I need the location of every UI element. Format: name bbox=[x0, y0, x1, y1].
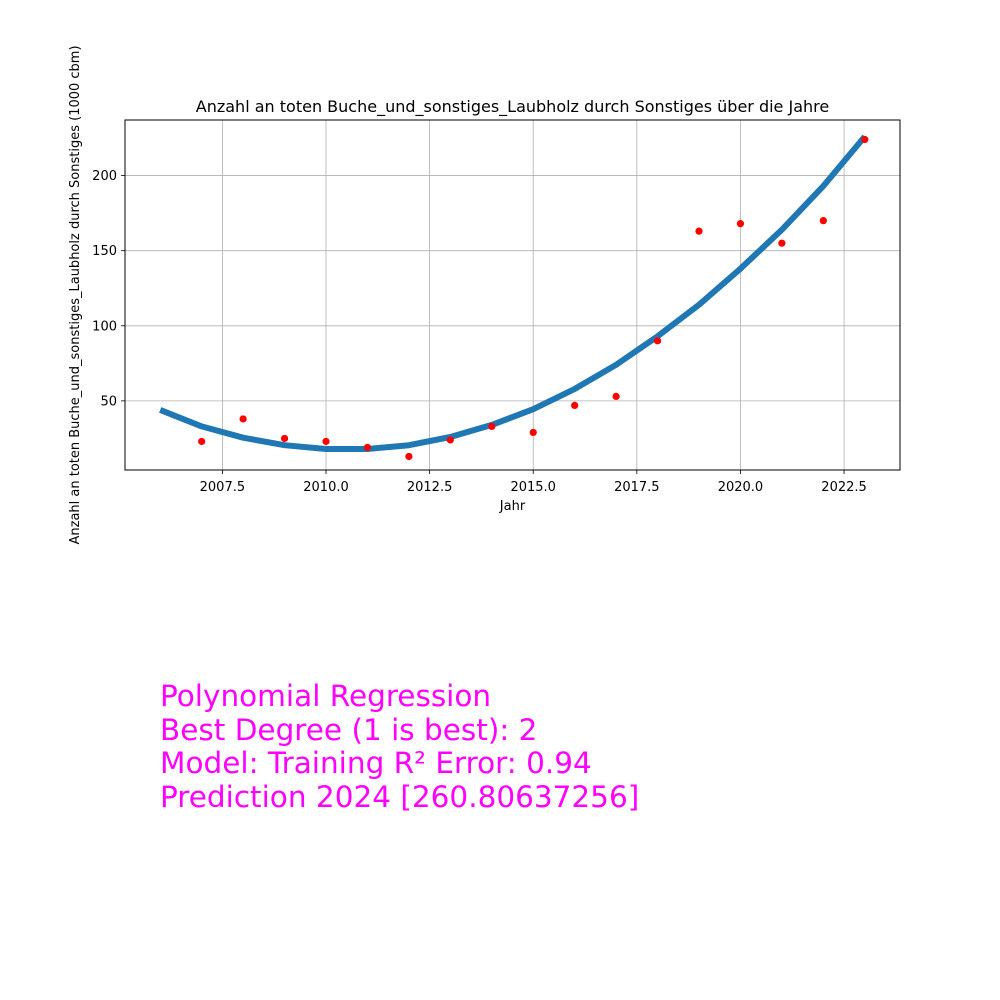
data-point bbox=[198, 437, 206, 446]
y-tick-label: 150 bbox=[92, 244, 117, 259]
summary-method: Polynomial Regression bbox=[160, 679, 492, 713]
data-point bbox=[363, 443, 372, 452]
y-tick-label: 200 bbox=[92, 169, 117, 184]
x-tick-label: 2015.0 bbox=[510, 480, 556, 495]
y-axis-ticks: 50 100 150 200 bbox=[92, 169, 125, 409]
chart-title: Anzahl an toten Buche_und_sonstiges_Laub… bbox=[196, 97, 829, 117]
x-tick-label: 2017.5 bbox=[614, 480, 660, 495]
x-tick-label: 2010.0 bbox=[303, 480, 349, 495]
data-point bbox=[778, 239, 786, 247]
y-tick-label: 100 bbox=[92, 319, 117, 334]
data-point bbox=[446, 436, 454, 444]
summary-best-degree: Best Degree (1 is best): 2 bbox=[160, 712, 538, 747]
grid-lines bbox=[125, 120, 900, 470]
data-point bbox=[239, 415, 247, 423]
data-point bbox=[612, 392, 620, 400]
x-tick-label: 2012.5 bbox=[407, 480, 453, 495]
x-tick-label: 2020.0 bbox=[718, 480, 764, 495]
x-tick-label: 2007.5 bbox=[200, 480, 246, 495]
data-points bbox=[198, 135, 869, 461]
summary-prediction: Prediction 2024 [260.80637256] bbox=[160, 779, 640, 814]
plot-frame bbox=[124, 119, 901, 471]
regression-line-series bbox=[159, 134, 868, 452]
x-axis-ticks: 2007.5 2010.0 2012.5 2015.0 2017.5 2020.0 2022… bbox=[200, 470, 867, 495]
data-point bbox=[653, 337, 662, 345]
data-point bbox=[736, 220, 745, 228]
x-tick-label: 2022.5 bbox=[821, 480, 867, 495]
y-axis-label: Anzahl an toten Buche_und_sonstiges_Laub… bbox=[68, 45, 83, 544]
data-point bbox=[529, 428, 537, 437]
data-point bbox=[322, 437, 330, 446]
regression-line bbox=[159, 134, 868, 452]
data-point bbox=[488, 422, 496, 431]
data-point bbox=[695, 227, 703, 235]
regression-summary: Polynomial Regression Best Degree (1 is … bbox=[160, 679, 640, 814]
y-tick-label: 50 bbox=[100, 394, 117, 409]
summary-r2: Model: Training R² Error: 0.94 bbox=[160, 746, 592, 780]
data-point bbox=[405, 452, 413, 461]
data-point bbox=[280, 434, 289, 443]
x-axis-label: Jahr bbox=[499, 499, 526, 514]
data-point bbox=[861, 135, 869, 144]
data-point bbox=[571, 401, 579, 410]
data-point bbox=[819, 217, 827, 225]
